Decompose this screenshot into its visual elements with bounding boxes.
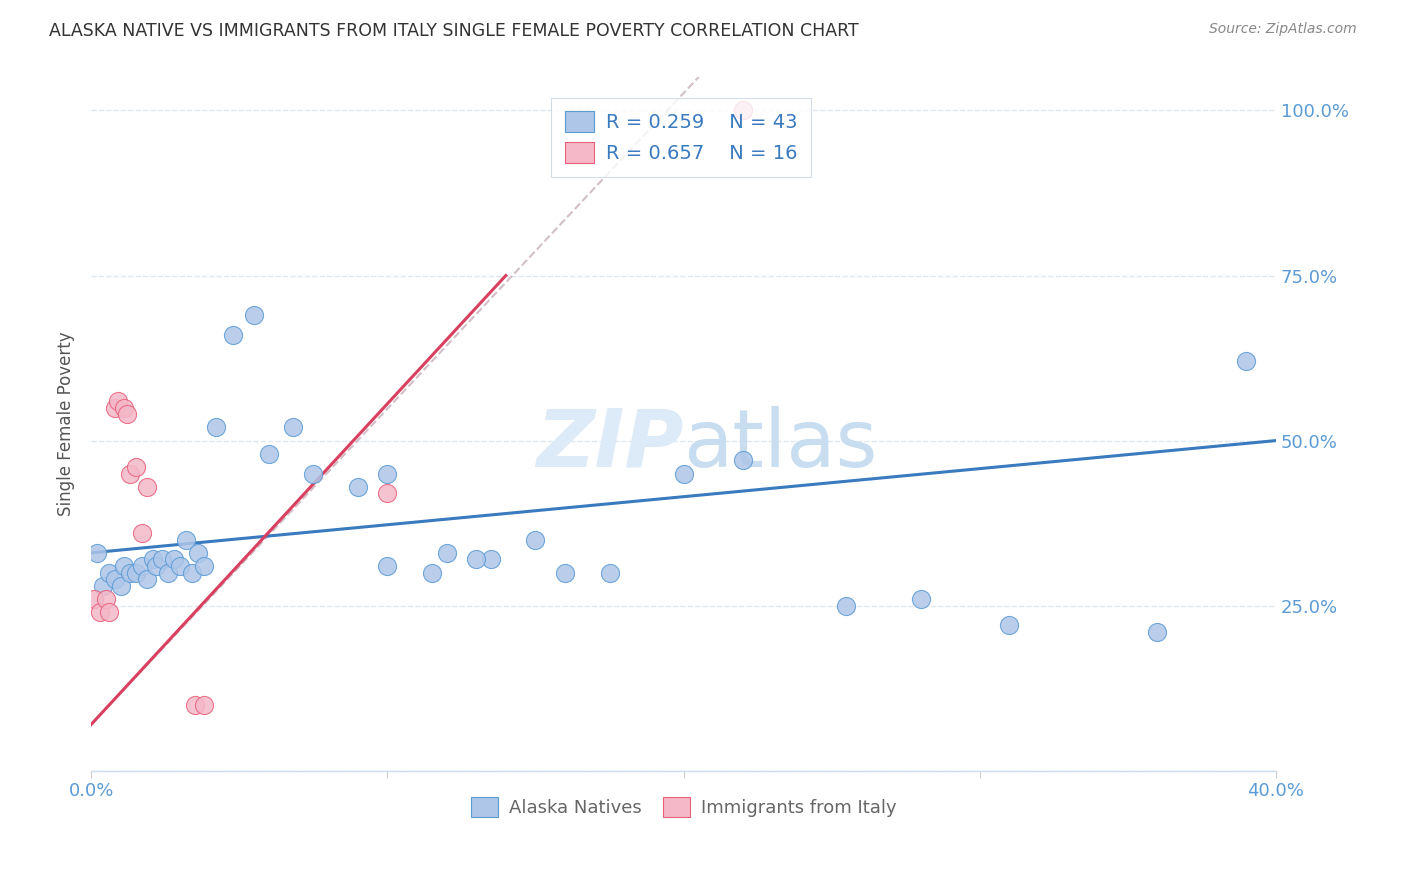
Point bbox=[89, 605, 111, 619]
Legend: Alaska Natives, Immigrants from Italy: Alaska Natives, Immigrants from Italy bbox=[464, 789, 904, 824]
Text: ZIP: ZIP bbox=[536, 406, 683, 483]
Point bbox=[150, 552, 173, 566]
Point bbox=[115, 407, 138, 421]
Point bbox=[998, 618, 1021, 632]
Point bbox=[420, 566, 443, 580]
Point bbox=[163, 552, 186, 566]
Point bbox=[1234, 354, 1257, 368]
Point bbox=[97, 605, 120, 619]
Point bbox=[377, 559, 399, 574]
Point bbox=[302, 467, 325, 481]
Point bbox=[174, 533, 197, 547]
Text: Source: ZipAtlas.com: Source: ZipAtlas.com bbox=[1209, 22, 1357, 37]
Point bbox=[104, 401, 127, 415]
Point bbox=[465, 552, 488, 566]
Point bbox=[281, 420, 304, 434]
Point bbox=[204, 420, 226, 434]
Point bbox=[1146, 625, 1168, 640]
Point bbox=[136, 480, 159, 494]
Point bbox=[193, 559, 215, 574]
Point bbox=[835, 599, 858, 613]
Point bbox=[118, 467, 141, 481]
Point bbox=[124, 460, 146, 475]
Point bbox=[136, 572, 159, 586]
Point bbox=[243, 308, 266, 322]
Point bbox=[672, 467, 695, 481]
Point bbox=[83, 592, 105, 607]
Point bbox=[86, 546, 108, 560]
Point bbox=[142, 552, 165, 566]
Point bbox=[97, 566, 120, 580]
Text: atlas: atlas bbox=[683, 406, 877, 483]
Point bbox=[118, 566, 141, 580]
Point bbox=[169, 559, 191, 574]
Point bbox=[110, 579, 132, 593]
Point bbox=[187, 546, 209, 560]
Point bbox=[193, 698, 215, 712]
Point bbox=[910, 592, 932, 607]
Point bbox=[436, 546, 458, 560]
Point bbox=[479, 552, 502, 566]
Point bbox=[157, 566, 180, 580]
Point bbox=[91, 579, 114, 593]
Point bbox=[145, 559, 167, 574]
Text: ALASKA NATIVE VS IMMIGRANTS FROM ITALY SINGLE FEMALE POVERTY CORRELATION CHART: ALASKA NATIVE VS IMMIGRANTS FROM ITALY S… bbox=[49, 22, 859, 40]
Point bbox=[257, 447, 280, 461]
Point bbox=[112, 559, 135, 574]
Point bbox=[131, 526, 153, 541]
Point bbox=[107, 394, 129, 409]
Point bbox=[94, 592, 117, 607]
Y-axis label: Single Female Poverty: Single Female Poverty bbox=[58, 332, 75, 516]
Point bbox=[131, 559, 153, 574]
Point bbox=[124, 566, 146, 580]
Point bbox=[377, 467, 399, 481]
Point bbox=[554, 566, 576, 580]
Point bbox=[180, 566, 202, 580]
Point bbox=[112, 401, 135, 415]
Point bbox=[346, 480, 368, 494]
Point bbox=[184, 698, 207, 712]
Point bbox=[599, 566, 621, 580]
Point bbox=[222, 327, 245, 342]
Point bbox=[731, 453, 754, 467]
Point bbox=[104, 572, 127, 586]
Point bbox=[377, 486, 399, 500]
Point bbox=[731, 103, 754, 118]
Point bbox=[524, 533, 547, 547]
